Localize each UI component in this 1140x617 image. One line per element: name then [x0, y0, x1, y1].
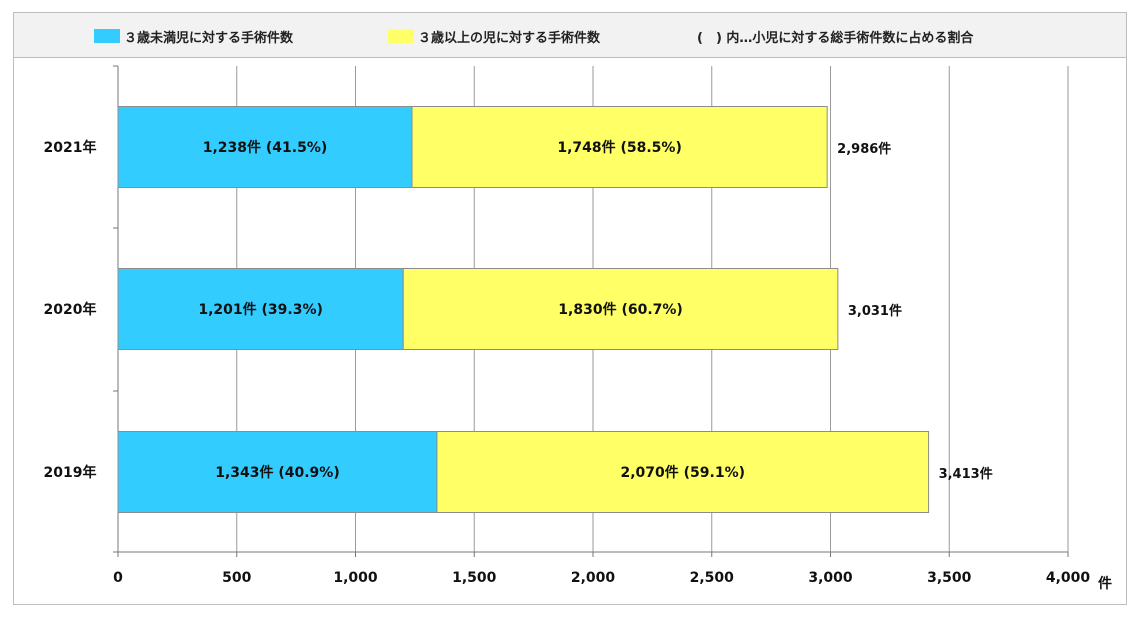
bar-data-label: 2,070件 (59.1%) [621, 464, 746, 481]
bar-under-3 [117, 268, 404, 350]
bars [117, 106, 930, 513]
bar-total-label: 2,986件 [837, 141, 891, 157]
legend-note: ( ) 内…小児に対する総手術件数に占める割合 [697, 30, 974, 46]
x-tick-label: 0 [113, 570, 123, 586]
bar-data-label: 1,830件 (60.7%) [558, 301, 683, 318]
legend-item-under-3: ３歳未満児に対する手術件数 [94, 13, 293, 59]
x-tick-label: 2,500 [690, 570, 735, 586]
x-axis-unit-label: 件 [1098, 575, 1112, 592]
legend-swatch-3-and-over [388, 29, 414, 43]
bar-data-label: 1,343件 (40.9%) [215, 464, 340, 481]
bar-3-and-over [436, 431, 930, 513]
bar-3-and-over [411, 106, 828, 188]
x-tick-label: 3,000 [808, 570, 853, 586]
x-tick-label: 2,000 [571, 570, 616, 586]
y-category-label: 2020年 [44, 301, 97, 318]
bar-under-3 [117, 106, 413, 188]
legend-label-3-and-over: ３歳以上の児に対する手術件数 [418, 30, 601, 46]
legend: ３歳未満児に対する手術件数 ３歳以上の児に対する手術件数 ( ) 内…小児に対す… [13, 12, 1127, 58]
legend-label-under-3: ３歳未満児に対する手術件数 [124, 30, 294, 46]
axes: 0 500 1,000 1,500 2,000 2,500 3,000 3,500 4,000 [113, 65, 1091, 586]
bar-data-label: 1,201件 (39.3%) [198, 301, 323, 318]
bar-3-and-over [402, 268, 839, 350]
bar-data-label: 1,238件 (41.5%) [203, 139, 328, 156]
bar-data-label: 1,748件 (58.5%) [557, 139, 682, 156]
x-tick-label: 1,500 [452, 570, 497, 586]
x-tick-label: 500 [222, 570, 251, 586]
x-tick-label: 1,000 [333, 570, 378, 586]
data-labels: 2021年 1,238件 (41.5%) 1,748件 (58.5%) 2,986件 2… [44, 139, 993, 482]
legend-item-3-and-over: ３歳以上の児に対する手術件数 [388, 13, 600, 59]
x-tick-label: 4,000 [1046, 570, 1091, 586]
y-category-label: 2019年 [44, 464, 97, 481]
legend-swatch-under-3 [94, 29, 120, 43]
bar-total-label: 3,413件 [939, 466, 993, 482]
y-category-label: 2021年 [44, 139, 97, 156]
bar-total-label: 3,031件 [848, 303, 902, 319]
x-tick-label: 3,500 [927, 570, 972, 586]
